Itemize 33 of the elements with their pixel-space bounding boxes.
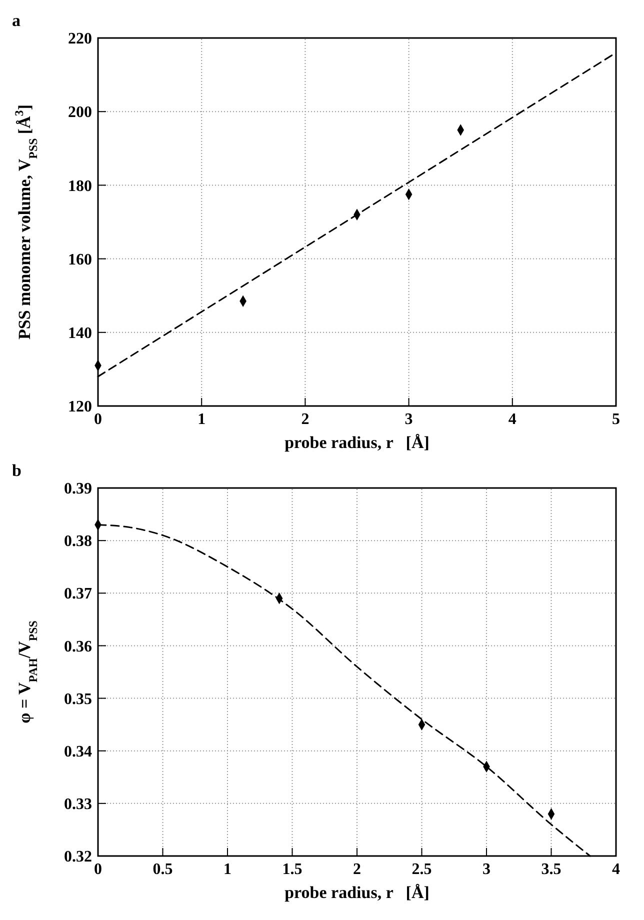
x-tick-label: 1 — [198, 411, 206, 428]
x-tick-label: 2 — [353, 861, 361, 878]
y-tick-label: 120 — [68, 398, 92, 416]
y-tick-label: 0.33 — [64, 796, 92, 814]
x-tick-label: 3 — [482, 861, 490, 878]
y-tick-label: 0.32 — [64, 848, 92, 866]
x-tick-label: 0 — [94, 861, 102, 878]
chart-title: a — [12, 11, 21, 30]
x-tick-label: 5 — [612, 411, 620, 428]
x-tick-label: 1 — [224, 861, 232, 878]
y-tick-label: 0.39 — [64, 480, 92, 498]
x-axis-title: probe radius, r [Å] — [284, 883, 430, 902]
x-tick-label: 0 — [94, 411, 102, 428]
y-tick-label: 0.38 — [64, 533, 92, 550]
chart-title: b — [12, 461, 22, 480]
x-tick-label: 3 — [404, 411, 413, 428]
y-tick-label: 0.37 — [64, 586, 92, 603]
y-tick-label: 0.34 — [64, 743, 92, 760]
x-tick-label: 4 — [508, 411, 516, 428]
y-tick-label: 220 — [68, 30, 92, 48]
x-tick-label: 2 — [301, 411, 310, 428]
y-tick-label: 200 — [68, 104, 92, 122]
y-tick-label: 0.35 — [64, 690, 92, 708]
x-tick-label: 1.5 — [282, 861, 302, 878]
x-tick-label: 3.5 — [541, 861, 562, 878]
x-tick-label: 0.5 — [152, 861, 173, 878]
x-tick-label: 4 — [612, 861, 620, 878]
y-tick-label: 180 — [68, 178, 92, 195]
x-axis-title: probe radius, r [Å] — [284, 433, 430, 452]
y-tick-label: 0.36 — [64, 638, 92, 656]
y-tick-label: 140 — [68, 325, 92, 342]
y-tick-label: 160 — [68, 251, 92, 268]
x-tick-label: 2.5 — [412, 861, 432, 878]
